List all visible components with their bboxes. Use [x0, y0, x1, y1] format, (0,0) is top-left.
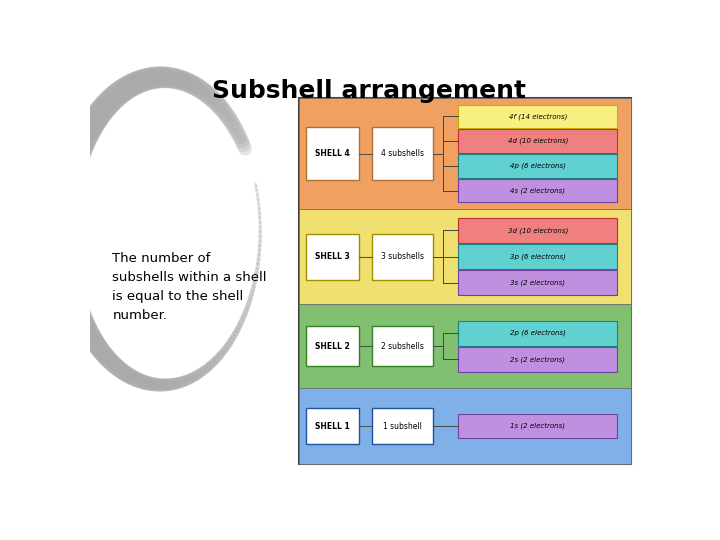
Text: 2 subshells: 2 subshells [381, 342, 424, 350]
FancyBboxPatch shape [300, 209, 631, 305]
FancyBboxPatch shape [306, 234, 359, 280]
Text: 3p (6 electrons): 3p (6 electrons) [510, 253, 566, 260]
FancyBboxPatch shape [372, 326, 433, 366]
Text: 2s (2 electrons): 2s (2 electrons) [510, 356, 565, 363]
Text: 3d (10 electrons): 3d (10 electrons) [508, 227, 568, 234]
FancyBboxPatch shape [458, 154, 617, 178]
Text: SHELL 1: SHELL 1 [315, 422, 350, 430]
Text: Subshell arrangement: Subshell arrangement [212, 79, 526, 103]
Text: 4 subshells: 4 subshells [381, 149, 424, 158]
FancyBboxPatch shape [300, 305, 631, 388]
FancyBboxPatch shape [306, 408, 359, 444]
Text: SHELL 4: SHELL 4 [315, 149, 350, 158]
FancyBboxPatch shape [372, 127, 433, 180]
FancyBboxPatch shape [300, 388, 631, 464]
Text: 4s (2 electrons): 4s (2 electrons) [510, 187, 565, 194]
Text: 1 subshell: 1 subshell [383, 422, 422, 430]
Text: SHELL 3: SHELL 3 [315, 252, 350, 261]
FancyBboxPatch shape [306, 326, 359, 366]
FancyBboxPatch shape [458, 130, 617, 153]
FancyBboxPatch shape [458, 179, 617, 202]
FancyBboxPatch shape [458, 321, 617, 346]
FancyBboxPatch shape [458, 244, 617, 269]
Text: 3s (2 electrons): 3s (2 electrons) [510, 280, 565, 286]
FancyBboxPatch shape [458, 271, 617, 295]
Text: 4p (6 electrons): 4p (6 electrons) [510, 163, 566, 169]
Text: 2p (6 electrons): 2p (6 electrons) [510, 330, 566, 336]
FancyBboxPatch shape [372, 408, 433, 444]
Text: 1s (2 electrons): 1s (2 electrons) [510, 423, 565, 429]
FancyBboxPatch shape [458, 105, 617, 128]
Text: 4f (14 electrons): 4f (14 electrons) [508, 113, 567, 120]
FancyBboxPatch shape [458, 414, 617, 438]
Text: SHELL 2: SHELL 2 [315, 342, 350, 350]
FancyBboxPatch shape [458, 347, 617, 372]
FancyBboxPatch shape [300, 98, 631, 464]
FancyBboxPatch shape [458, 218, 617, 243]
Text: 3 subshells: 3 subshells [381, 252, 424, 261]
FancyBboxPatch shape [372, 234, 433, 280]
Text: The number of
subshells within a shell
is equal to the shell
number.: The number of subshells within a shell i… [112, 252, 267, 322]
FancyBboxPatch shape [300, 98, 631, 209]
Text: 4d (10 electrons): 4d (10 electrons) [508, 138, 568, 145]
FancyBboxPatch shape [306, 127, 359, 180]
